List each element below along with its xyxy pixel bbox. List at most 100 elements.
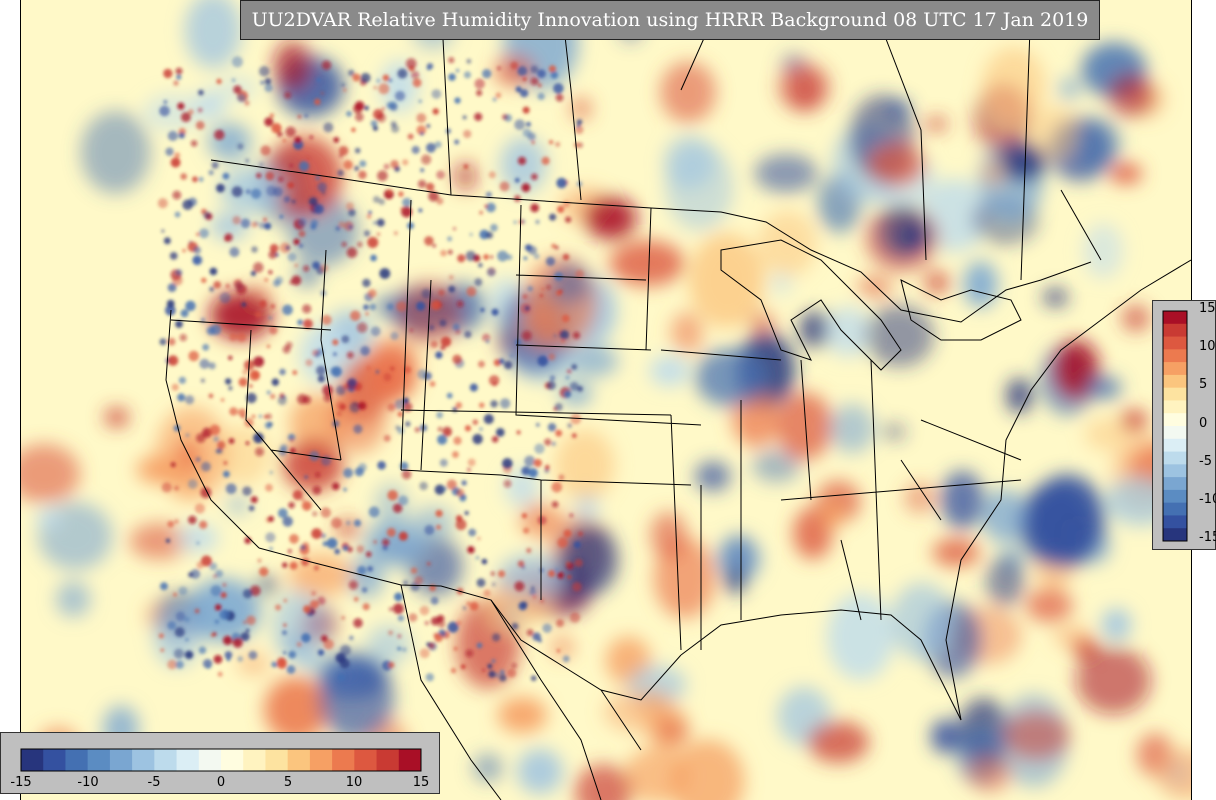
terrain-speckle-dot: [576, 124, 580, 128]
terrain-speckle-dot: [402, 197, 412, 208]
terrain-speckle-dot: [353, 519, 362, 527]
innovation-blob: [237, 651, 270, 676]
terrain-speckle-dot: [333, 352, 337, 356]
terrain-speckle-dot: [287, 181, 295, 189]
terrain-speckle-dot: [402, 580, 409, 586]
terrain-speckle-dot: [241, 414, 246, 419]
terrain-speckle-dot: [209, 562, 218, 571]
terrain-speckle-dot: [358, 170, 367, 180]
terrain-speckle-dot: [438, 289, 445, 296]
terrain-speckle-dot: [452, 354, 462, 365]
terrain-speckle-dot: [456, 488, 465, 497]
terrain-speckle-dot: [398, 191, 404, 197]
terrain-speckle-dot: [264, 222, 272, 230]
terrain-speckle-dot: [453, 646, 458, 651]
terrain-speckle-dot: [314, 98, 321, 106]
innovation-blob: [1006, 377, 1033, 414]
terrain-speckle-dot: [316, 77, 322, 83]
terrain-speckle-dot: [163, 237, 171, 245]
terrain-speckle-dot: [224, 651, 233, 659]
terrain-speckle-dot: [177, 393, 186, 402]
innovation-blob: [208, 122, 252, 161]
terrain-speckle-dot: [541, 156, 550, 165]
terrain-speckle-dot: [208, 169, 214, 176]
terrain-speckle-dot: [229, 332, 238, 341]
terrain-speckle-dot: [165, 538, 171, 543]
terrain-speckle-dot: [424, 620, 430, 626]
terrain-speckle-dot: [260, 145, 271, 156]
terrain-speckle-dot: [196, 561, 204, 569]
terrain-speckle-dot: [378, 83, 390, 95]
terrain-speckle-dot: [245, 441, 250, 445]
terrain-speckle-dot: [255, 447, 265, 457]
terrain-speckle-dot: [293, 238, 300, 245]
terrain-speckle-dot: [320, 264, 329, 273]
terrain-speckle-dot: [565, 216, 572, 223]
terrain-speckle-dot: [483, 414, 494, 425]
terrain-speckle-dot: [538, 639, 542, 643]
terrain-speckle-dot: [519, 89, 529, 98]
innovation-blob: [1107, 73, 1154, 118]
terrain-speckle-dot: [196, 433, 206, 443]
innovation-blob: [547, 262, 590, 304]
terrain-speckle-dot: [187, 479, 198, 489]
terrain-speckle-dot: [209, 286, 215, 292]
terrain-speckle-dot: [273, 187, 283, 197]
terrain-speckle-dot: [188, 572, 194, 578]
terrain-speckle-dot: [553, 83, 564, 94]
terrain-speckle-dot: [322, 541, 328, 547]
terrain-speckle-dot: [517, 66, 528, 76]
terrain-speckle-dot: [161, 482, 172, 493]
terrain-speckle-dot: [431, 89, 442, 99]
terrain-speckle-dot: [192, 176, 198, 183]
terrain-speckle-dot: [521, 512, 528, 519]
terrain-speckle-dot: [283, 651, 287, 655]
terrain-speckle-dot: [182, 248, 186, 253]
terrain-speckle-dot: [297, 319, 303, 326]
terrain-speckle-dot: [514, 581, 525, 592]
terrain-speckle-dot: [393, 231, 398, 236]
colorbar-swatch: [1163, 489, 1187, 504]
terrain-speckle-dot: [269, 546, 273, 551]
terrain-speckle-dot: [372, 125, 378, 131]
terrain-speckle-dot: [464, 425, 472, 432]
innovation-blob: [1074, 117, 1122, 171]
terrain-speckle-dot: [467, 546, 475, 554]
terrain-speckle-dot: [365, 312, 369, 316]
colorbar-tick: 5: [1199, 377, 1208, 392]
terrain-speckle-dot: [285, 341, 293, 349]
terrain-speckle-dot: [279, 242, 291, 254]
terrain-speckle-dot: [257, 558, 262, 563]
canada-provinces: [440, 0, 1102, 281]
terrain-speckle-dot: [201, 461, 211, 472]
terrain-speckle-dot: [312, 511, 318, 517]
terrain-speckle-dot: [254, 311, 262, 319]
terrain-speckle-dot: [263, 414, 268, 419]
innovation-blob: [695, 348, 767, 407]
terrain-speckle-dot: [206, 326, 216, 336]
terrain-speckle-dot: [469, 383, 478, 392]
terrain-speckle-dot: [572, 331, 581, 339]
terrain-speckle-dot: [454, 139, 460, 145]
terrain-speckle-dot: [480, 307, 485, 313]
terrain-speckle-dot: [175, 269, 183, 277]
terrain-speckle-dot: [185, 300, 196, 312]
terrain-speckle-dot: [392, 603, 404, 615]
terrain-speckle-dot: [555, 429, 563, 437]
terrain-speckle-dot: [394, 592, 403, 602]
terrain-speckle-dot: [302, 560, 307, 566]
terrain-speckle-dot: [570, 413, 582, 425]
terrain-speckle-dot: [335, 652, 346, 664]
terrain-speckle-dot: [294, 136, 302, 144]
innovation-blob: [982, 158, 1006, 187]
terrain-speckle-dot: [494, 672, 500, 678]
terrain-speckle-dot: [251, 221, 258, 228]
innovation-blob: [821, 501, 843, 528]
terrain-speckle-dot: [569, 381, 579, 391]
terrain-speckle-dot: [289, 534, 299, 544]
terrain-speckle-dot: [264, 277, 269, 282]
terrain-speckle-dot: [529, 588, 537, 596]
terrain-speckle-dot: [556, 619, 565, 628]
terrain-speckle-dot: [184, 395, 195, 405]
terrain-speckle-dot: [479, 210, 483, 215]
